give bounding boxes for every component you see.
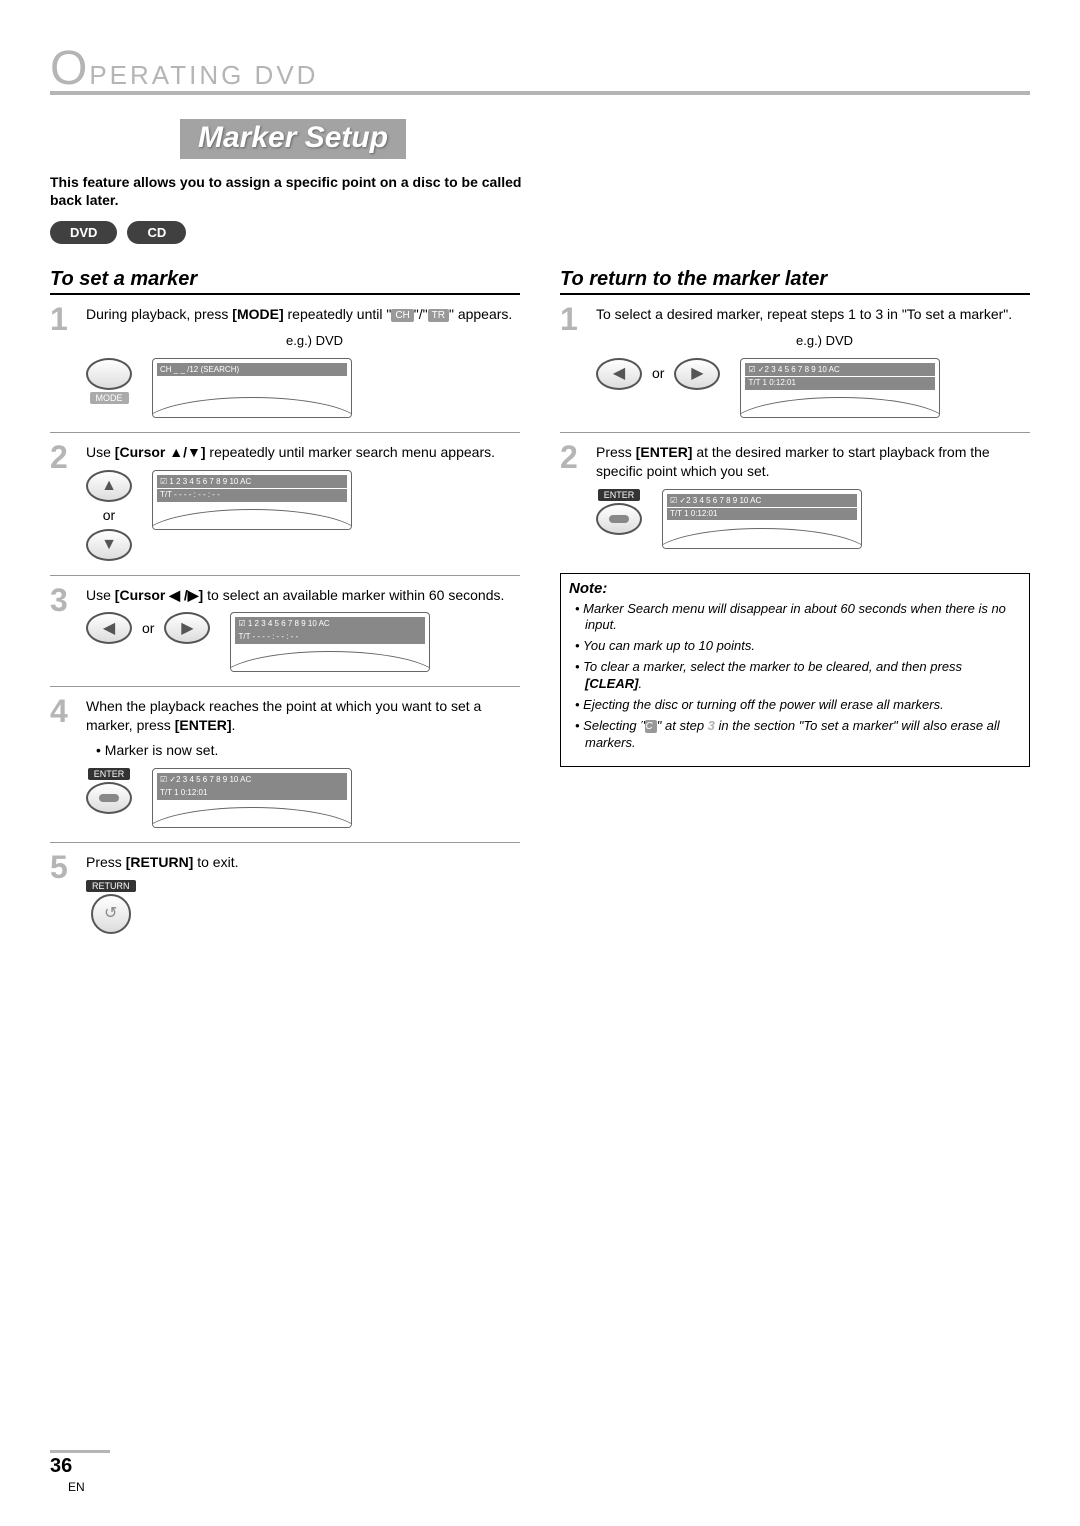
- screen-strip: T/T 1 0:12:01: [667, 508, 857, 521]
- screen-illustration: ☑ 1 2 3 4 5 6 7 8 9 10 AC T/T - - - - : …: [152, 470, 352, 530]
- step-number: 2: [560, 443, 588, 549]
- screen-strip: ☑ ✓2 3 4 5 6 7 8 9 10 AC: [745, 363, 935, 377]
- intro-text: This feature allows you to assign a spec…: [50, 173, 530, 209]
- cursor-left-icon: ◀: [596, 358, 642, 390]
- note-item: You can mark up to 10 points.: [569, 638, 1021, 655]
- screen-illustration: ☑ ✓2 3 4 5 6 7 8 9 10 AC T/T 1 0:12:01: [152, 768, 352, 828]
- step-text: To select a desired marker, repeat steps…: [596, 306, 1012, 322]
- enter-button-icon: [596, 503, 642, 535]
- screen-illustration: ☑ 1 2 3 4 5 6 7 8 9 10 AC T/T - - - - : …: [230, 612, 430, 672]
- screen-strip: ☑ 1 2 3 4 5 6 7 8 9 10 AC: [235, 617, 425, 631]
- step-number: 2: [50, 443, 78, 561]
- pill-dvd: DVD: [50, 221, 117, 244]
- enter-button-icon: [86, 782, 132, 814]
- cursor-down-icon: ▼: [86, 529, 132, 561]
- step-5: 5 Press [RETURN] to exit. RETURN ↺: [50, 853, 520, 948]
- or-text: or: [142, 619, 154, 638]
- screen-strip: T/T 1 0:12:01: [157, 787, 347, 800]
- screen-strip: T/T - - - - : - - : - -: [235, 631, 425, 644]
- page-footer: 36 EN: [50, 1450, 110, 1496]
- step-4: 4 When the playback reaches the point at…: [50, 697, 520, 843]
- return-button-icon: ↺: [91, 894, 131, 934]
- enter-label: ENTER: [598, 489, 641, 501]
- note-item: Selecting "AC" at step 3 in the section …: [569, 718, 1021, 752]
- right-column: To return to the marker later 1 To selec…: [560, 268, 1030, 958]
- screen-strip: CH _ _ /12 (SEARCH): [157, 363, 347, 377]
- cursor-right-icon: ▶: [164, 612, 210, 644]
- step-number: 1: [50, 305, 78, 417]
- step-number: 5: [50, 853, 78, 934]
- page-header: O PERATING DVD: [50, 50, 1030, 91]
- cursor-left-icon: ◀: [86, 612, 132, 644]
- mode-label: MODE: [90, 392, 129, 404]
- left-column: To set a marker 1 During playback, press…: [50, 268, 520, 958]
- or-text: or: [103, 506, 115, 525]
- pill-cd: CD: [127, 221, 186, 244]
- step-text: When the playback reaches the point at w…: [86, 698, 481, 733]
- right-step-2: 2 Press [ENTER] at the desired marker to…: [560, 443, 1030, 563]
- or-text: or: [652, 364, 664, 383]
- note-item: Ejecting the disc or turning off the pow…: [569, 697, 1021, 714]
- note-title: Note:: [569, 580, 1021, 597]
- page-number: 36: [50, 1455, 72, 1477]
- return-label: RETURN: [86, 880, 136, 892]
- step-2: 2 Use [Cursor ▲/▼] repeatedly until mark…: [50, 443, 520, 576]
- screen-strip: ☑ ✓2 3 4 5 6 7 8 9 10 AC: [667, 494, 857, 508]
- header-text: PERATING DVD: [89, 60, 318, 91]
- step-text: Use [Cursor ◀ /▶] to select an available…: [86, 587, 504, 603]
- screen-strip: ☑ 1 2 3 4 5 6 7 8 9 10 AC: [157, 475, 347, 489]
- tr-badge: TR: [428, 309, 449, 323]
- header-initial: O: [50, 50, 89, 88]
- step-1: 1 During playback, press [MODE] repeated…: [50, 305, 520, 432]
- screen-illustration: ☑ ✓2 3 4 5 6 7 8 9 10 AC T/T 1 0:12:01: [662, 489, 862, 549]
- screen-strip: ☑ ✓2 3 4 5 6 7 8 9 10 AC: [157, 773, 347, 787]
- right-section-title: To return to the marker later: [560, 268, 1030, 295]
- bullet-text: • Marker is now set.: [96, 741, 520, 760]
- ch-badge: CH: [391, 309, 413, 323]
- screen-strip: T/T - - - - : - - : - -: [157, 489, 347, 502]
- mode-button-icon: [86, 358, 132, 390]
- step-text: Press [ENTER] at the desired marker to s…: [596, 444, 990, 479]
- note-item: Marker Search menu will disappear in abo…: [569, 601, 1021, 635]
- media-pills: DVD CD: [50, 221, 1030, 244]
- cursor-right-icon: ▶: [674, 358, 720, 390]
- note-item: To clear a marker, select the marker to …: [569, 659, 1021, 693]
- step-text: Press [RETURN] to exit.: [86, 854, 238, 870]
- ac-badge: AC: [645, 720, 657, 733]
- screen-illustration: CH _ _ /12 (SEARCH): [152, 358, 352, 418]
- step-number: 1: [560, 305, 588, 417]
- left-section-title: To set a marker: [50, 268, 520, 295]
- note-box: Note: Marker Search menu will disappear …: [560, 573, 1030, 767]
- screen-illustration: ☑ ✓2 3 4 5 6 7 8 9 10 AC T/T 1 0:12:01: [740, 358, 940, 418]
- step-number: 4: [50, 697, 78, 828]
- page-title: Marker Setup: [180, 119, 406, 159]
- step-text: Use [Cursor ▲/▼] repeatedly until marker…: [86, 444, 495, 460]
- step-number: 3: [50, 586, 78, 673]
- screen-strip: T/T 1 0:12:01: [745, 377, 935, 390]
- eg-label: e.g.) DVD: [286, 332, 520, 350]
- page-lang: EN: [68, 1480, 85, 1494]
- enter-label: ENTER: [88, 768, 131, 780]
- right-step-1: 1 To select a desired marker, repeat ste…: [560, 305, 1030, 432]
- eg-label: e.g.) DVD: [796, 332, 1030, 350]
- step-3: 3 Use [Cursor ◀ /▶] to select an availab…: [50, 586, 520, 688]
- step-text: During playback, press [MODE] repeatedly…: [86, 306, 512, 322]
- cursor-up-icon: ▲: [86, 470, 132, 502]
